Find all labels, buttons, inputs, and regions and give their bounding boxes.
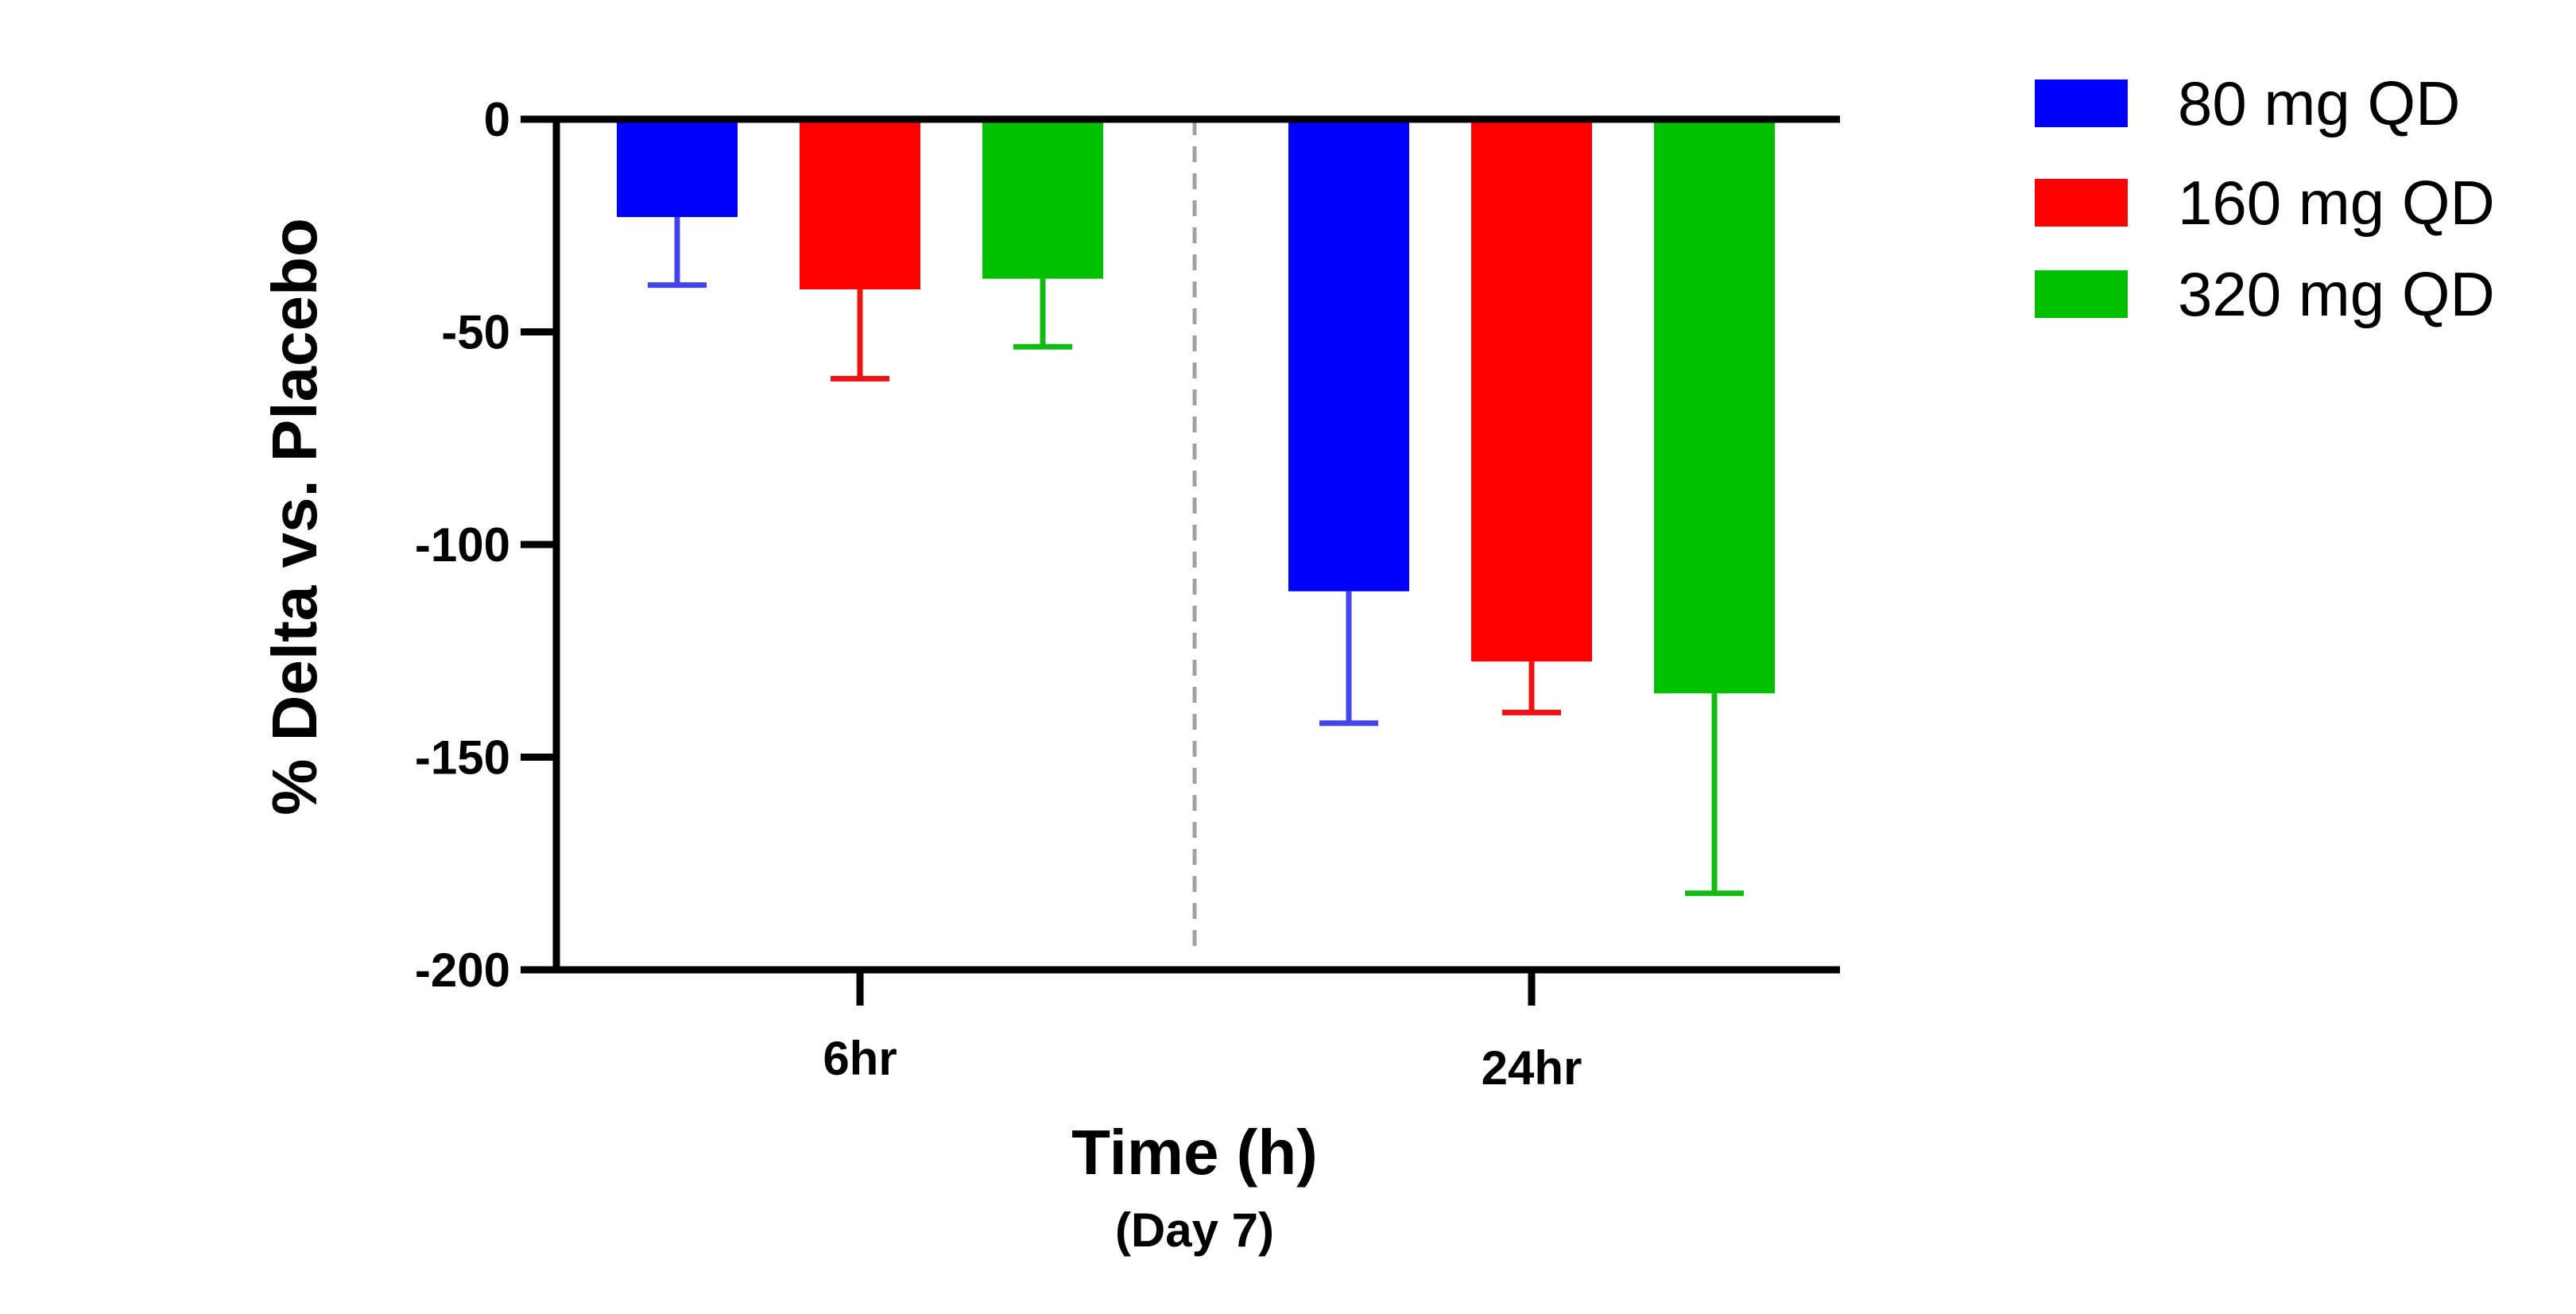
legend-swatch-320-mg-qd: [2035, 270, 2128, 318]
y-tick-label--200: -200: [415, 944, 510, 997]
y-tick-label--50: -50: [441, 306, 510, 359]
bar-160-mg-qd-24hr: [1471, 119, 1592, 662]
bar-320-mg-qd-6hr: [982, 119, 1103, 279]
bar-80-mg-qd-6hr: [617, 119, 738, 218]
x-tick-label-6hr: 6hr: [823, 1032, 897, 1085]
y-tick-label--150: -150: [415, 731, 510, 785]
legend-label-80-mg-qd: 80 mg QD: [2178, 68, 2460, 138]
legend-label-160-mg-qd: 160 mg QD: [2178, 168, 2495, 238]
bar-80-mg-qd-24hr: [1288, 119, 1409, 591]
x-tick-label-24hr: 24hr: [1482, 1041, 1582, 1095]
bar-320-mg-qd-24hr: [1654, 119, 1775, 694]
plot-area: 0 -50 -100 -150 -200 6hr 24hr: [415, 93, 1840, 1095]
legend-label-320-mg-qd: 320 mg QD: [2178, 259, 2495, 329]
legend: 80 mg QD 160 mg QD 320 mg QD: [2035, 68, 2495, 329]
y-tick-label-0: 0: [484, 93, 510, 146]
legend-swatch-80-mg-qd: [2035, 79, 2128, 127]
legend-swatch-160-mg-qd: [2035, 179, 2128, 227]
bar-160-mg-qd-6hr: [800, 119, 920, 289]
x-axis-subtitle: (Day 7): [1115, 1204, 1274, 1257]
x-axis-title: Time (h): [1071, 1117, 1318, 1188]
y-axis-title: % Delta vs. Placebo: [259, 218, 330, 815]
y-tick-label--100: -100: [415, 518, 510, 572]
